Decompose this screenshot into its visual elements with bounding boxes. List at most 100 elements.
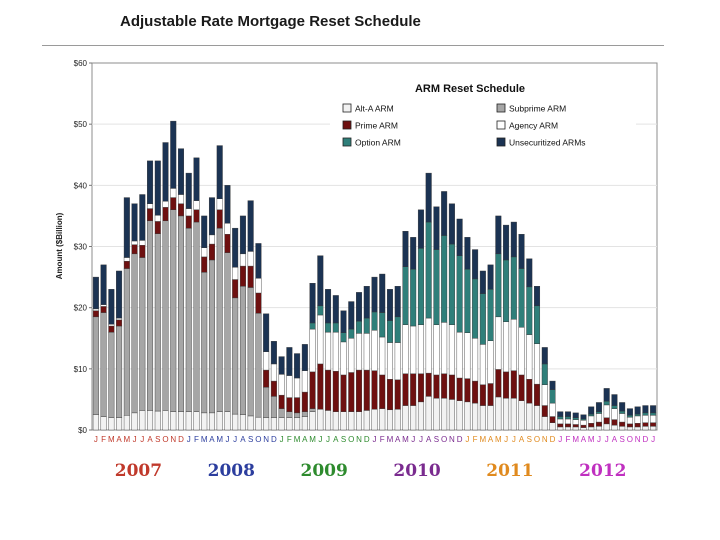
bar-segment-altA — [278, 417, 285, 431]
bar-segment-option — [464, 268, 471, 333]
legend-swatch — [496, 103, 506, 113]
bar-stack — [356, 292, 363, 431]
bar-segment-agency — [116, 317, 123, 321]
bar-segment-altA — [603, 423, 610, 431]
legend-label: Agency ARM — [509, 121, 558, 131]
bar-segment-altA — [541, 416, 548, 431]
bar-segment-unsecuritized — [170, 120, 177, 189]
bar-segment-prime — [100, 306, 107, 313]
bar-segment-prime — [255, 292, 262, 314]
bar-segment-agency — [239, 253, 246, 267]
chart-title: ARM Reset Schedule — [415, 83, 525, 95]
bar-segment-agency — [448, 324, 455, 376]
bar-segment-agency — [309, 328, 316, 373]
bar-segment-prime — [619, 421, 626, 427]
bar-segment-unsecuritized — [565, 411, 571, 417]
bar-segment-unsecuritized — [472, 249, 479, 280]
bar-segment-altA — [154, 410, 161, 431]
bar-segment-prime — [131, 244, 138, 255]
bar-segment-prime — [588, 423, 595, 428]
bar-segment-prime — [541, 405, 548, 417]
bar-segment-prime — [263, 369, 270, 388]
x-tick-label: D — [550, 435, 556, 444]
bar-segment-agency — [479, 344, 486, 385]
x-tick-label: A — [612, 435, 618, 444]
bar-stack — [185, 172, 192, 431]
bar-stack — [208, 197, 215, 431]
bar-segment-unsecuritized — [510, 221, 517, 258]
bar-segment-agency — [325, 331, 332, 371]
bar-segment-agency — [92, 308, 99, 311]
x-tick-label: J — [419, 435, 423, 444]
bar-segment-option — [549, 389, 556, 404]
bar-segment-agency — [185, 208, 192, 217]
x-tick-label: M — [123, 435, 130, 444]
bar-stack — [371, 276, 378, 431]
bar-segment-agency — [170, 188, 177, 198]
x-tick-label: A — [240, 435, 246, 444]
bar-segment-prime — [348, 372, 355, 412]
bar-segment-subprime — [154, 233, 161, 412]
bar-stack — [178, 148, 184, 431]
bar-segment-prime — [162, 207, 169, 222]
bar-segment-agency — [100, 304, 107, 307]
bar-segment-agency — [139, 240, 146, 246]
bar-segment-option — [572, 417, 579, 420]
bar-segment-agency — [425, 317, 432, 374]
bar-stack — [626, 408, 633, 431]
x-tick-label: D — [457, 435, 463, 444]
bar-segment-altA — [472, 402, 479, 431]
bar-segment-unsecuritized — [626, 408, 633, 416]
bar-segment-agency — [456, 331, 463, 379]
bar-segment-altA — [201, 412, 208, 431]
bar-segment-agency — [147, 203, 154, 209]
bar-stack — [294, 353, 301, 431]
bar-segment-agency — [595, 413, 602, 423]
bar-segment-unsecuritized — [309, 283, 316, 324]
y-tick-label: $20 — [74, 304, 88, 313]
bar-segment-unsecuritized — [255, 243, 262, 279]
x-tick-label: F — [194, 435, 199, 444]
bar-segment-agency — [464, 332, 471, 379]
bar-segment-altA — [232, 413, 239, 431]
bar-stack — [270, 341, 277, 431]
bar-segment-unsecuritized — [464, 237, 471, 270]
legend-item: Agency ARM — [496, 121, 558, 131]
bar-segment-unsecuritized — [286, 347, 293, 376]
bar-segment-agency — [557, 418, 564, 425]
bar-segment-agency — [495, 316, 502, 370]
bar-segment-subprime — [309, 408, 316, 412]
bar-segment-subprime — [139, 257, 146, 411]
bar-segment-altA — [456, 400, 463, 431]
bar-segment-agency — [162, 201, 169, 208]
bar-segment-agency — [650, 415, 657, 423]
year-label: 2012 — [579, 461, 626, 481]
bar-segment-agency — [417, 324, 424, 374]
bar-stack — [239, 215, 246, 431]
legend-swatch — [342, 120, 352, 130]
bar-segment-option — [425, 221, 432, 319]
bar-segment-option — [371, 311, 378, 331]
bar-segment-altA — [162, 410, 169, 431]
x-tick-label: O — [441, 435, 447, 444]
bar-segment-unsecuritized — [139, 194, 146, 241]
bar-segment-prime — [650, 422, 657, 427]
bar-stacks — [92, 120, 657, 431]
bar-stack — [162, 142, 169, 431]
x-tick-label: J — [133, 435, 137, 444]
bar-stack — [472, 249, 479, 431]
x-tick-label: J — [326, 435, 330, 444]
bar-segment-unsecuritized — [448, 203, 455, 245]
bar-segment-unsecuritized — [611, 394, 618, 406]
bar-segment-altA — [208, 412, 215, 431]
bar-segment-altA — [588, 426, 595, 431]
year-label: 2007 — [115, 461, 162, 481]
bar-segment-altA — [495, 396, 502, 431]
bar-segment-prime — [92, 310, 99, 318]
x-tick-label: J — [233, 435, 237, 444]
bar-segment-altA — [123, 415, 130, 431]
bar-stack — [634, 406, 641, 431]
x-tick-label: M — [572, 435, 579, 444]
bar-stack — [131, 203, 138, 431]
bar-segment-altA — [549, 422, 556, 431]
